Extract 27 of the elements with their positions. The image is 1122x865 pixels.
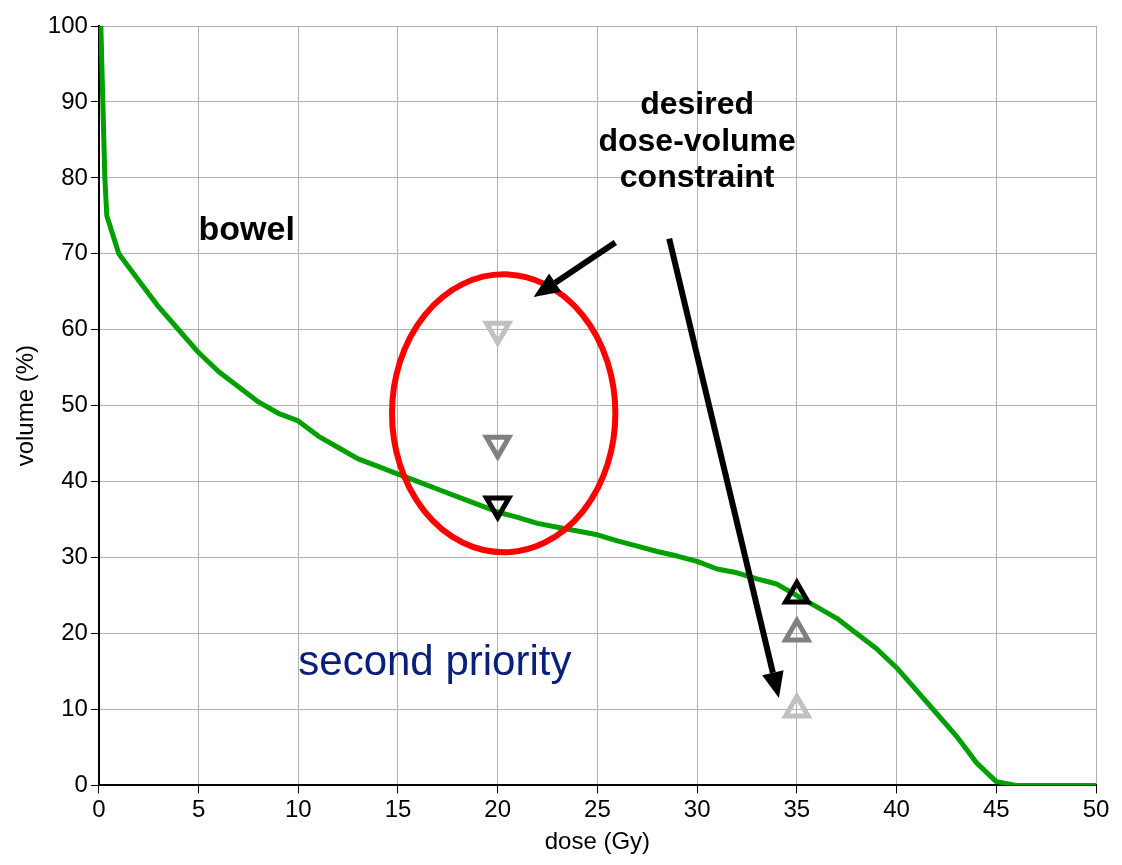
annotation: bowel [198, 209, 295, 248]
x-tick-label: 30 [683, 795, 711, 823]
y-tick-label: 80 [61, 162, 88, 190]
x-tick-label: 25 [584, 795, 611, 823]
x-tick-label: 50 [1082, 795, 1110, 823]
x-tick-label: 35 [783, 795, 811, 823]
x-axis-title: dose (Gy) [544, 827, 651, 855]
x-tick-label: 45 [982, 795, 1010, 823]
y-tick-label: 60 [61, 314, 88, 342]
y-tick-label: 10 [61, 694, 88, 722]
x-tick-label: 5 [191, 795, 206, 823]
y-tick-label: 100 [47, 10, 88, 38]
x-tick-label: 40 [883, 795, 910, 823]
y-axis-title: volume (%) [11, 345, 39, 467]
x-tick-label: 0 [92, 795, 106, 823]
x-tick-label: 15 [384, 795, 412, 823]
y-tick-label: 40 [61, 466, 88, 494]
y-tick-label: 90 [61, 86, 88, 114]
y-tick-label: 70 [61, 238, 88, 266]
y-tick-label: 30 [61, 542, 88, 570]
annotation: second priority [298, 637, 572, 685]
y-tick-label: 50 [61, 390, 88, 418]
x-tick-label: 10 [284, 795, 312, 823]
x-tick-label: 20 [484, 795, 512, 823]
annotation: desired dose-volume constraint [598, 84, 796, 195]
y-tick-label: 20 [61, 618, 88, 646]
y-tick-label: 0 [74, 770, 88, 798]
